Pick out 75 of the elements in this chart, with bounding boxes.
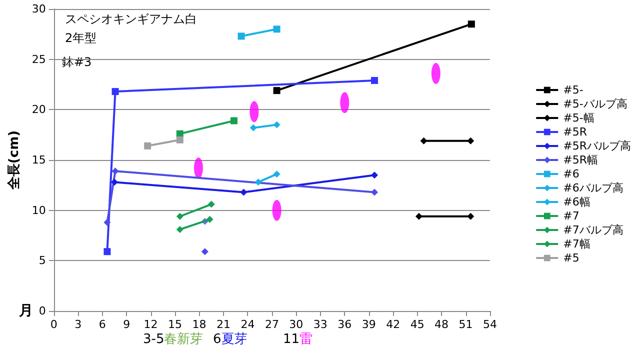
point — [468, 20, 475, 28]
point — [371, 172, 378, 179]
x-tick-label: 12 — [144, 318, 158, 331]
text: 6夏芽 — [213, 332, 248, 347]
point — [110, 178, 118, 186]
point — [420, 137, 428, 144]
legend-label: #5-幅 — [563, 112, 594, 124]
y-axis-title: 全長(cm) — [7, 130, 22, 191]
point — [273, 170, 280, 178]
point — [371, 76, 378, 84]
legend-label: #7幅 — [563, 238, 590, 250]
point — [254, 178, 262, 186]
x-tick-label: 48 — [434, 318, 449, 331]
point — [201, 248, 208, 256]
point — [467, 212, 474, 220]
point — [104, 248, 111, 256]
point — [112, 168, 119, 175]
legend-label: #5R — [563, 126, 588, 138]
y-tick-label: 10 — [32, 204, 46, 217]
x-tick-label: 36 — [338, 318, 352, 331]
legend-label: #5- — [563, 84, 584, 96]
point — [238, 32, 245, 40]
x-tick-label: 27 — [264, 318, 279, 331]
y-tick-label: 30 — [32, 2, 46, 16]
legend-label: #5Rバルブ高 — [563, 140, 631, 152]
legend-label: #5-バルブ高 — [563, 98, 628, 110]
x-tick-label: 0 — [50, 318, 58, 331]
y-tick-label: 25 — [32, 52, 46, 66]
x-tick-label: 54 — [483, 318, 497, 331]
y-tick-label: 0 — [38, 304, 46, 318]
point — [467, 137, 474, 144]
point — [415, 212, 422, 220]
y-tick-label: 20 — [32, 103, 46, 116]
point — [273, 26, 280, 33]
x-tick-label: 45 — [410, 318, 424, 331]
point — [112, 88, 119, 96]
x-tick-label: 3 — [74, 318, 82, 331]
x-tick-label: 15 — [168, 318, 182, 331]
x-tick-label: 30 — [289, 318, 304, 331]
y-tick-label: 15 — [32, 154, 46, 166]
x-tick-label: 9 — [123, 318, 130, 331]
point — [273, 121, 280, 128]
x-tick-label: 39 — [362, 318, 376, 331]
x-tick-label: 21 — [216, 318, 230, 331]
text: 11雷 — [283, 332, 313, 347]
legend-label: #6 — [563, 168, 580, 180]
y-tick-label: 5 — [38, 254, 46, 268]
point — [208, 200, 215, 208]
x-axis-title: 月 — [18, 303, 33, 319]
point — [176, 136, 184, 144]
point — [144, 142, 152, 150]
point — [273, 87, 280, 94]
legend-label: #5 — [563, 252, 580, 264]
x-tick-label: 6 — [98, 318, 106, 331]
text: 2年型 — [65, 31, 97, 45]
legend-label: #7バルブ高 — [563, 224, 624, 236]
point — [371, 188, 378, 196]
x-tick-label: 18 — [192, 318, 206, 331]
legend-label: #6バルブ高 — [563, 182, 624, 194]
legend-label: #7 — [563, 210, 580, 222]
point — [250, 124, 257, 132]
x-tick-label: 42 — [386, 318, 400, 331]
point — [206, 216, 214, 223]
legend-label: #5R幅 — [563, 154, 598, 166]
point — [230, 117, 238, 124]
point — [176, 212, 184, 220]
legend-label: #6幅 — [563, 196, 590, 208]
x-tick-label: 24 — [240, 318, 255, 331]
point — [176, 226, 184, 233]
x-tick-label: 33 — [313, 318, 328, 331]
text: 3-5春新芽 — [143, 332, 204, 347]
point — [240, 188, 248, 196]
chart-title: スペシオキンギアナム白 — [65, 12, 197, 26]
point — [104, 218, 111, 226]
x-tick-label: 51 — [458, 318, 473, 331]
